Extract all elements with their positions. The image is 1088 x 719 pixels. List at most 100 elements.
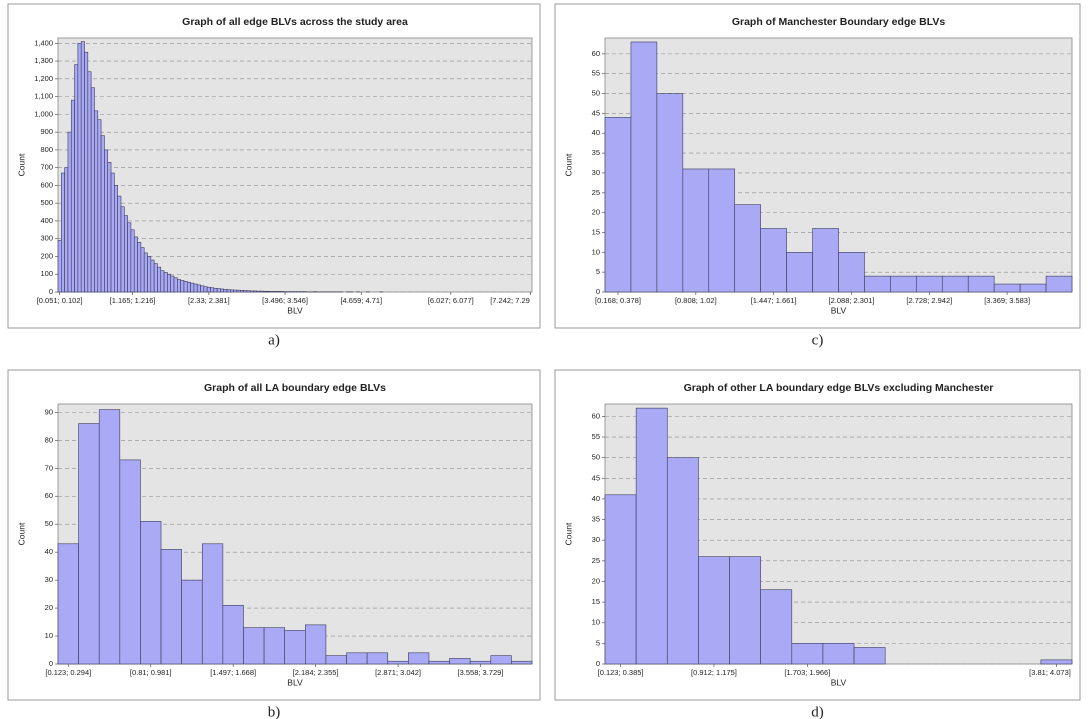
y-tick-label: 5 <box>596 267 600 276</box>
x-axis-label: BLV <box>287 677 303 687</box>
y-tick-label: 70 <box>45 463 53 472</box>
y-tick-label: 30 <box>592 535 600 544</box>
bar <box>1040 659 1073 665</box>
bar <box>143 252 148 293</box>
chart-title: Graph of Manchester Boundary edge BLVs <box>732 16 946 28</box>
bar <box>853 647 886 665</box>
bar <box>147 256 152 293</box>
y-tick-label: 40 <box>592 128 600 137</box>
y-tick-label: 35 <box>592 515 600 524</box>
y-tick-label: 50 <box>592 453 600 462</box>
y-tick-label: 200 <box>40 251 53 260</box>
y-tick-label: 35 <box>592 148 600 157</box>
y-tick-label: 400 <box>40 216 53 225</box>
bar <box>140 247 145 293</box>
x-axis-label: BLV <box>831 677 847 687</box>
panel-caption: c) <box>812 332 824 348</box>
bar <box>630 41 658 293</box>
bar <box>233 289 238 293</box>
bar <box>216 288 221 293</box>
bar <box>708 168 736 293</box>
bar <box>133 236 138 293</box>
bar <box>734 204 761 293</box>
bar <box>276 291 281 293</box>
x-tick-label: [4.659; 4.71] <box>340 296 382 305</box>
bar <box>167 273 171 293</box>
y-tick-label: 700 <box>40 163 53 172</box>
y-tick-label: 45 <box>592 108 600 117</box>
bar <box>223 289 228 293</box>
x-tick-label: [2.33; 2.381] <box>188 296 230 305</box>
bar <box>729 556 761 665</box>
bar <box>120 206 125 293</box>
bar <box>77 43 82 293</box>
x-tick-label: [2.728; 2.942] <box>906 296 952 305</box>
bar <box>186 281 191 293</box>
bar <box>150 259 155 293</box>
bar <box>243 627 265 665</box>
bar <box>346 652 368 665</box>
chart-title: Graph of other LA boundary edge BLVs exc… <box>684 382 994 394</box>
bar <box>760 228 787 293</box>
y-axis-label: Count <box>16 153 26 176</box>
bar <box>201 543 224 665</box>
x-tick-label: [6.027; 6.077] <box>428 296 474 305</box>
y-tick-label: 25 <box>592 556 600 565</box>
y-tick-label: 60 <box>592 411 600 420</box>
y-tick-label: 45 <box>592 473 600 482</box>
bar <box>183 281 188 293</box>
bar <box>941 275 969 293</box>
y-tick-label: 15 <box>592 227 600 236</box>
bar <box>259 290 264 293</box>
bar <box>266 290 271 293</box>
bar <box>206 286 211 293</box>
x-tick-label: [7.242; 7.29 <box>490 296 530 305</box>
x-tick-label: [0.168; 0.378] <box>595 296 641 305</box>
x-tick-label: [3.369; 3.583] <box>984 296 1030 305</box>
bar <box>249 290 254 293</box>
bar <box>366 652 389 665</box>
bar <box>226 289 231 293</box>
bar <box>469 660 492 665</box>
bar <box>74 64 79 293</box>
y-tick-label: 50 <box>45 519 53 528</box>
bar <box>84 51 89 293</box>
bar <box>67 131 72 293</box>
bar <box>666 457 699 665</box>
bar <box>263 627 285 665</box>
x-tick-label: [3.496; 3.546] <box>262 296 308 305</box>
bar <box>181 579 203 665</box>
y-tick-label: 0 <box>596 659 600 668</box>
bar <box>822 643 855 665</box>
panel-caption: d) <box>811 704 824 719</box>
x-tick-label: [0.051; 0.102] <box>37 296 83 305</box>
bar <box>243 290 248 293</box>
y-tick-label: 1,400 <box>34 38 53 47</box>
bar <box>993 283 1021 293</box>
bar <box>682 168 710 293</box>
bar <box>1045 275 1073 293</box>
bar <box>78 423 100 665</box>
panel-caption: a) <box>268 332 280 348</box>
x-tick-label: [0.912; 1.175] <box>691 668 737 677</box>
bar <box>635 407 668 665</box>
bar <box>812 228 839 293</box>
x-axis-label: BLV <box>831 305 847 315</box>
bar <box>97 119 102 293</box>
y-tick-label: 30 <box>592 168 600 177</box>
bar <box>104 149 109 293</box>
x-axis-label: BLV <box>287 305 303 315</box>
bar <box>428 660 450 665</box>
bar <box>117 195 122 293</box>
bar <box>604 117 632 293</box>
bar <box>123 215 128 293</box>
y-axis-label: Count <box>563 522 573 545</box>
chart-title: Graph of all edge BLVs across the study … <box>182 16 408 28</box>
bar <box>916 275 943 293</box>
bar <box>98 409 121 665</box>
x-tick-label: [0.123; 0.385] <box>598 668 644 677</box>
bar <box>177 279 181 293</box>
bar <box>193 283 198 293</box>
y-tick-label: 15 <box>592 597 600 606</box>
bar <box>490 655 512 665</box>
